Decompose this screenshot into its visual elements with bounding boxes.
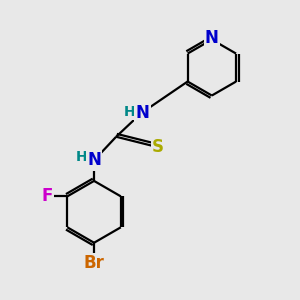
Text: H: H bbox=[76, 150, 88, 164]
Text: F: F bbox=[42, 188, 53, 206]
Text: N: N bbox=[136, 104, 150, 122]
Text: N: N bbox=[87, 151, 101, 169]
Text: N: N bbox=[205, 29, 219, 47]
Text: Br: Br bbox=[84, 254, 104, 272]
Text: S: S bbox=[152, 138, 164, 156]
Text: H: H bbox=[124, 105, 136, 119]
